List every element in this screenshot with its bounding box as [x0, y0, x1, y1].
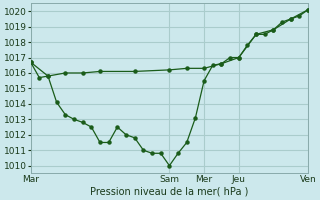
- X-axis label: Pression niveau de la mer( hPa ): Pression niveau de la mer( hPa ): [90, 187, 249, 197]
